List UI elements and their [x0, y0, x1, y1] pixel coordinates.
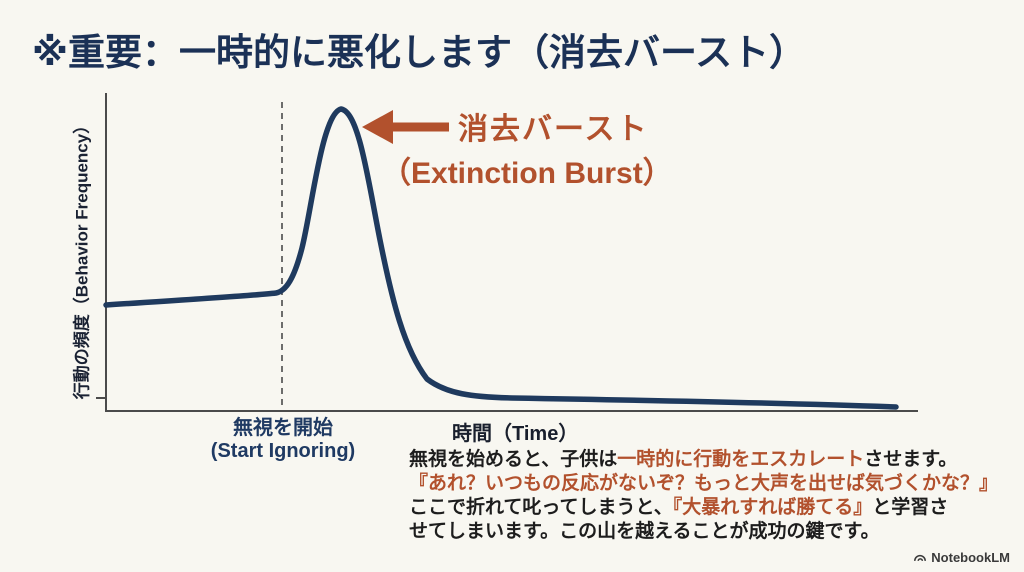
time-axis-label: 時間（Time） [452, 423, 579, 445]
paragraph-line-2-highlight: 『あれ？いつもの反応がないぞ？もっと大声を出せば気づくかな？』 [409, 473, 999, 494]
paragraph-line-2: 『あれ？いつもの反応がないぞ？もっと大声を出せば気づくかな？』 [409, 472, 998, 496]
paragraph-line-1-tail: させます。 [864, 449, 958, 470]
notebooklm-branding: NotebookLM [913, 550, 1010, 565]
paragraph-line-3-tail: と学習さ [872, 497, 949, 518]
paragraph-line-1-highlight: 一時的に行動をエスカレート [617, 449, 865, 470]
paragraph-line-1: 無視を始めると、子供は一時的に行動をエスカレートさせます。 [409, 448, 998, 472]
paragraph-line-4: せてしまいます。この山を越えることが成功の鍵です。 [409, 520, 998, 544]
paragraph-line-1-text: 無視を始めると、子供は [409, 449, 618, 470]
behavior-frequency-curve [103, 106, 899, 410]
notebooklm-label: NotebookLM [931, 550, 1010, 565]
ignore-start-axis-label-en: (Start Ignoring) [210, 440, 356, 462]
ignore-start-axis-label: 無視を開始 (Start Ignoring) [211, 417, 355, 463]
notebooklm-icon [914, 554, 927, 561]
y-axis-label: 行動の頻度（Behavior Frequency） [72, 116, 92, 400]
paragraph-line-3-text: ここで折れて叱ってしまうと、 [409, 497, 673, 518]
extinction-burst-label-en: （Extinction Burst） [381, 157, 673, 190]
annotation-arrow-head [362, 110, 393, 144]
explanation-paragraph: 無視を始めると、子供は一時的に行動をエスカレートさせます。 『あれ？いつもの反応… [409, 448, 998, 544]
paragraph-line-3-highlight: 『大暴れすれば勝てる』 [672, 497, 873, 518]
extinction-burst-label-jp: 消去バースト [458, 113, 649, 146]
paragraph-line-4-text: せてしまいます。この山を越えることが成功の鍵です。 [409, 521, 880, 542]
paragraph-line-3: ここで折れて叱ってしまうと、『大暴れすれば勝てる』と学習さ [409, 496, 998, 520]
ignore-start-axis-label-jp: 無視を開始 [233, 417, 333, 439]
slide-title: ※重要：一時的に悪化します（消去バースト） [32, 32, 807, 73]
